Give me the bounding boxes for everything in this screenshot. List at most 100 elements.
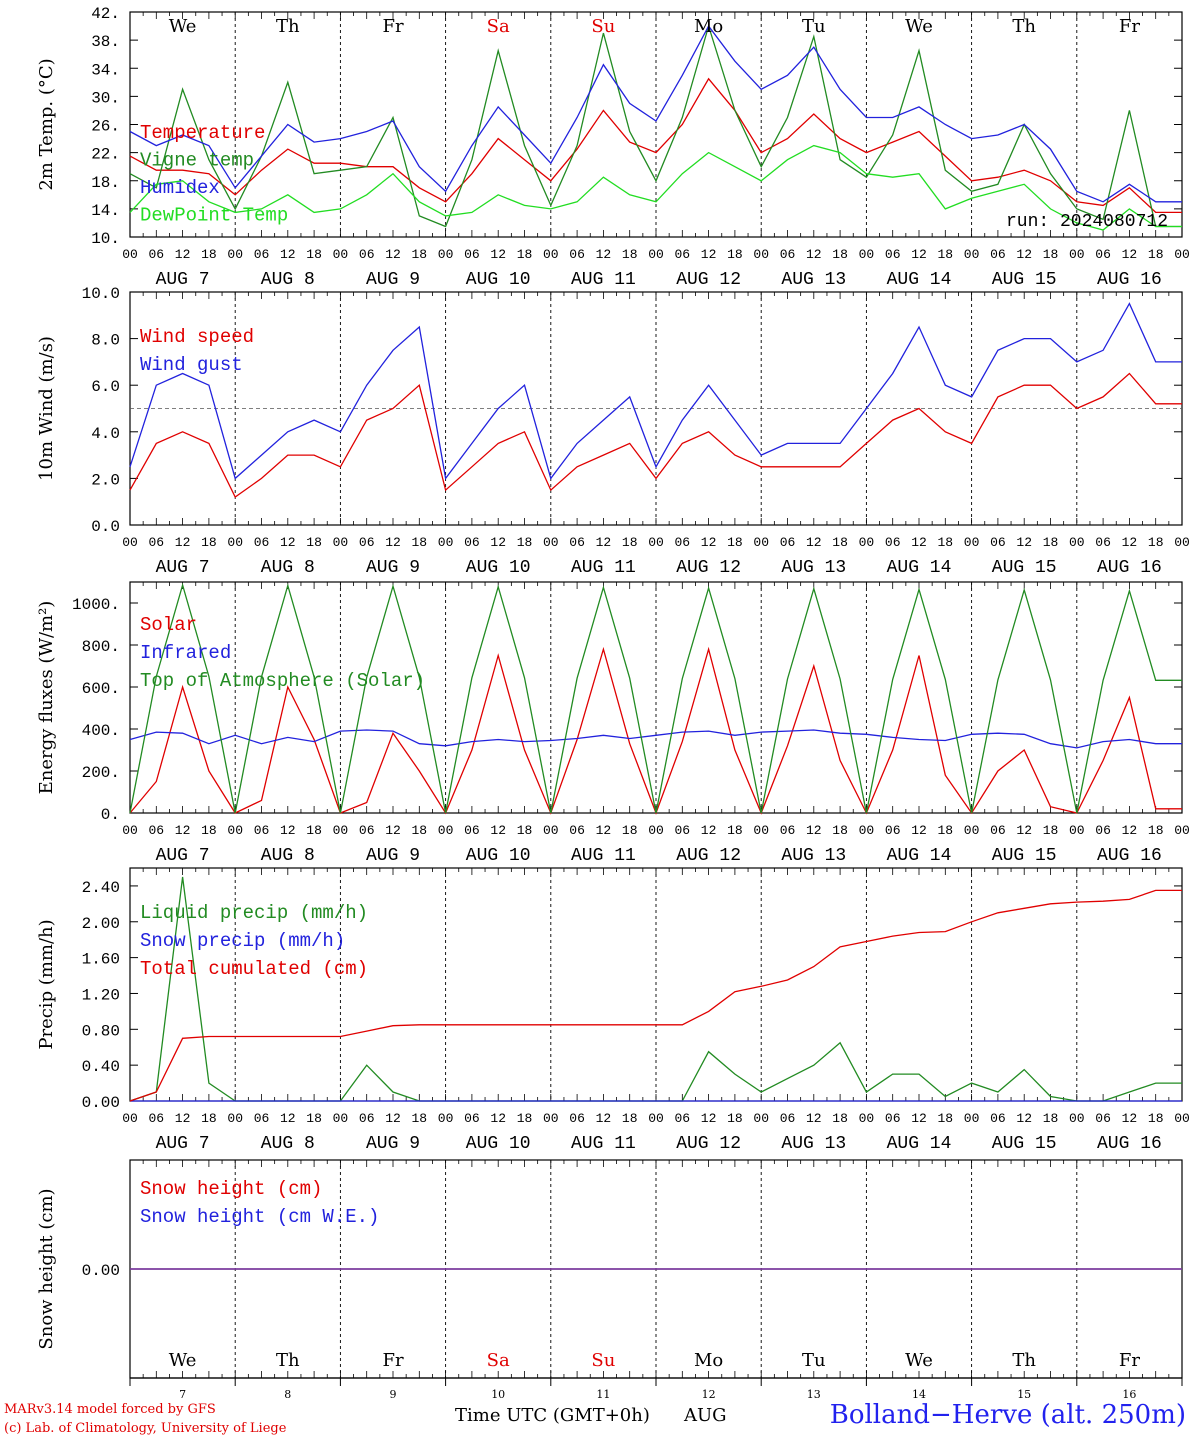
hour-tick-label: 00 (859, 1111, 875, 1126)
legend-entry: Liquid precip (mm/h) (140, 902, 368, 924)
hour-tick-label: 06 (1095, 823, 1111, 838)
date-label: AUG 12 (676, 558, 741, 578)
hour-tick-label: 00 (122, 823, 138, 838)
date-label: AUG 11 (571, 270, 636, 290)
hour-tick-label: 06 (780, 1111, 796, 1126)
hour-tick-label: 06 (990, 823, 1006, 838)
hour-tick-label: 18 (937, 1111, 953, 1126)
hour-tick-label: 18 (937, 247, 953, 262)
hour-tick-label: 00 (1174, 535, 1190, 550)
hour-tick-label: 18 (1148, 823, 1164, 838)
date-label: AUG 9 (366, 558, 420, 578)
chart-panel-2: 0.0 2.0 4.0 6.0 8.0 10.0 10m Wind (m/s) Wind sp… (36, 285, 1190, 578)
hour-tick-label: 12 (1122, 823, 1138, 838)
hour-tick-label: 00 (333, 535, 349, 550)
hour-tick-label: 18 (832, 247, 848, 262)
date-label: AUG 10 (466, 846, 531, 866)
weekday-label-top: Mo (694, 16, 723, 37)
weekday-label-bottom: We (905, 1350, 933, 1371)
day-number-label: 13 (807, 1388, 821, 1401)
chart-panel-4: 0.00 0.40 0.80 1.20 1.60 2.00 2.40 Precip (mm/h… (36, 867, 1190, 1154)
weekday-label-bottom: Fr (1119, 1350, 1140, 1371)
hour-tick-label: 06 (148, 1111, 164, 1126)
y-tick-label: 0. (101, 806, 120, 824)
hour-tick-label: 00 (227, 535, 243, 550)
y-axis-label: Precip (mm/h) (36, 919, 57, 1049)
hour-tick-label: 00 (227, 823, 243, 838)
series-line (129, 729, 1182, 749)
hour-tick-label: 00 (1069, 823, 1085, 838)
hour-tick-label: 12 (175, 1111, 191, 1126)
hour-tick-label: 18 (1148, 1111, 1164, 1126)
y-axis-label: 10m Wind (m/s) (36, 336, 57, 481)
date-label: AUG 8 (261, 558, 315, 578)
date-label: AUG 14 (887, 846, 952, 866)
y-tick-label: 1.60 (82, 951, 120, 969)
legend-entry: Temperature (140, 122, 265, 144)
legend-entry: Infrared (140, 642, 231, 664)
date-label: AUG 10 (466, 270, 531, 290)
date-label: AUG 8 (261, 1134, 315, 1154)
date-label: AUG 10 (466, 558, 531, 578)
hour-tick-label: 00 (1174, 823, 1190, 838)
hour-tick-label: 12 (280, 1111, 296, 1126)
hour-tick-label: 00 (964, 823, 980, 838)
date-label: AUG 7 (156, 558, 210, 578)
hour-tick-label: 00 (227, 247, 243, 262)
hour-tick-label: 06 (464, 535, 480, 550)
hour-tick-label: 18 (306, 535, 322, 550)
legend-entry: Vigne temp (140, 150, 254, 172)
hour-tick-label: 18 (1148, 247, 1164, 262)
weekday-label-top: Fr (1119, 16, 1140, 37)
x-axis-label: Time UTC (GMT+0h) (455, 1405, 650, 1426)
hour-tick-label: 18 (727, 1111, 743, 1126)
hour-tick-label: 06 (780, 823, 796, 838)
hour-tick-label: 06 (674, 1111, 690, 1126)
hour-tick-label: 12 (1122, 535, 1138, 550)
hour-tick-label: 12 (490, 247, 506, 262)
y-tick-label: 0.0 (91, 518, 120, 536)
date-label: AUG 7 (156, 270, 210, 290)
weekday-label-top: Su (591, 16, 615, 37)
hour-tick-label: 00 (964, 535, 980, 550)
hour-tick-label: 18 (1043, 823, 1059, 838)
y-tick-label: 0.00 (82, 1262, 120, 1280)
hour-tick-label: 06 (464, 823, 480, 838)
x-axis-month: AUG (684, 1405, 727, 1426)
hour-tick-label: 06 (254, 1111, 270, 1126)
hour-tick-label: 18 (1043, 247, 1059, 262)
legend-entry: Wind speed (140, 326, 254, 348)
hour-tick-label: 18 (517, 1111, 533, 1126)
legend-entry: Snow precip (mm/h) (140, 930, 345, 952)
y-tick-label: 4.0 (91, 425, 120, 443)
date-label: AUG 11 (571, 558, 636, 578)
hour-tick-label: 00 (753, 247, 769, 262)
hour-tick-label: 00 (753, 1111, 769, 1126)
hour-tick-label: 12 (806, 535, 822, 550)
day-number-label: 14 (912, 1388, 926, 1401)
y-tick-label: 10.0 (82, 285, 120, 303)
hour-tick-label: 06 (990, 247, 1006, 262)
y-tick-label: 0.00 (82, 1094, 120, 1112)
hour-tick-label: 06 (464, 1111, 480, 1126)
hour-tick-label: 12 (596, 1111, 612, 1126)
date-label: AUG 13 (781, 558, 846, 578)
hour-tick-label: 12 (911, 247, 927, 262)
hour-tick-label: 12 (280, 823, 296, 838)
chart-panel-1: 10. 14. 18. 22. 26. 30. 34. 38. 42. 2m Temp. (°C)… (36, 5, 1190, 290)
y-axis-label: 2m Temp. (°C) (36, 58, 57, 190)
hour-tick-label: 00 (543, 823, 559, 838)
y-tick-label: 22. (91, 146, 120, 164)
hour-tick-label: 12 (175, 823, 191, 838)
hour-tick-label: 06 (885, 247, 901, 262)
hour-tick-label: 00 (1069, 535, 1085, 550)
hour-tick-label: 18 (411, 535, 427, 550)
y-tick-label: 34. (91, 61, 120, 79)
weekday-label-bottom: Th (1012, 1350, 1036, 1371)
hour-tick-label: 12 (1016, 1111, 1032, 1126)
hour-tick-label: 06 (359, 247, 375, 262)
date-label: AUG 8 (261, 846, 315, 866)
date-label: AUG 16 (1097, 1134, 1162, 1154)
series-line (129, 372, 1182, 498)
